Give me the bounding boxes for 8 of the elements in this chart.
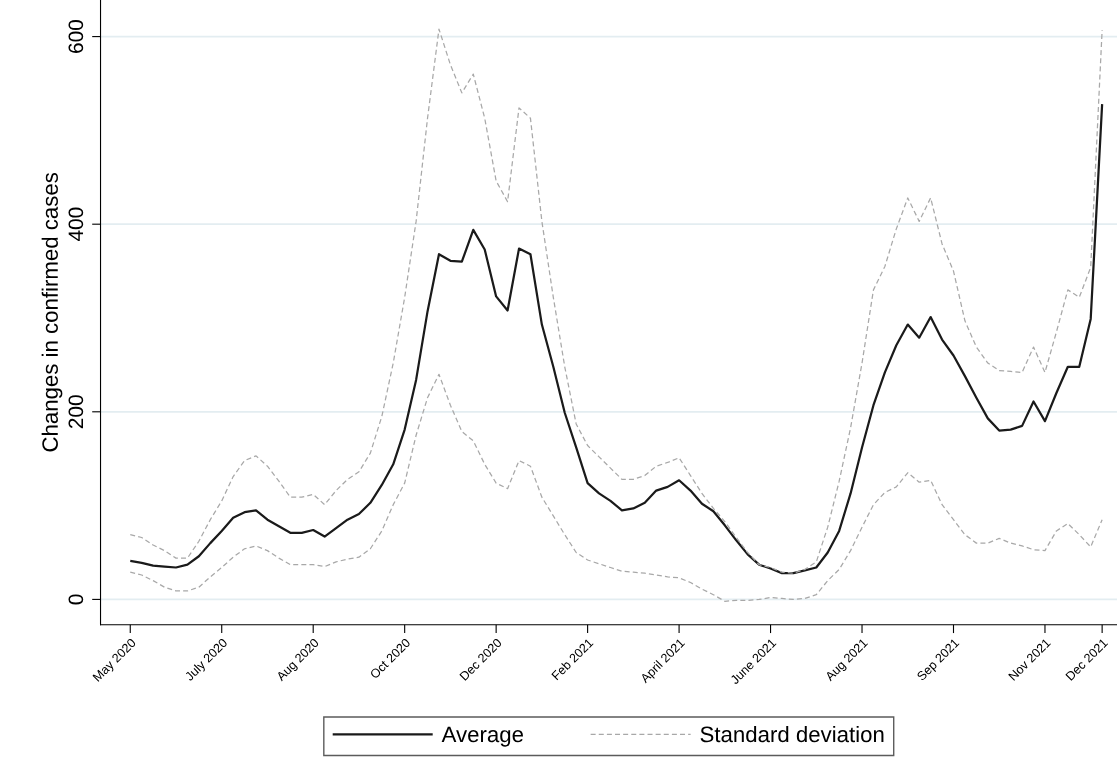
y-tick-label: 0 <box>68 594 84 605</box>
legend-label: Standard deviation <box>700 725 884 743</box>
y-tick-label: 200 <box>68 395 84 429</box>
y-tick-label: 600 <box>68 20 84 53</box>
line-series <box>129 373 1103 602</box>
legend-label: Average <box>441 726 523 747</box>
y-tick-label: 400 <box>68 207 84 242</box>
y-axis-title: Changes in confirmed cases <box>41 172 63 452</box>
